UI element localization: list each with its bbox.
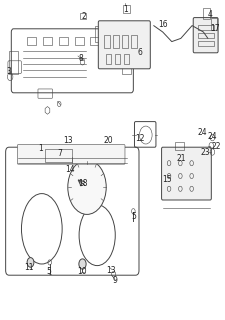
Text: 16: 16 bbox=[157, 20, 167, 29]
Bar bbox=[80, 13, 86, 19]
Bar bbox=[74, 37, 83, 45]
Bar bbox=[106, 54, 110, 64]
Bar bbox=[9, 51, 18, 74]
Text: 4: 4 bbox=[207, 10, 212, 19]
Circle shape bbox=[79, 259, 86, 269]
Bar bbox=[124, 54, 128, 64]
Circle shape bbox=[27, 258, 34, 267]
Bar bbox=[197, 33, 213, 38]
Bar bbox=[112, 35, 118, 48]
Bar bbox=[45, 149, 72, 162]
FancyBboxPatch shape bbox=[98, 21, 150, 69]
Text: 17: 17 bbox=[209, 24, 219, 33]
Text: 2: 2 bbox=[81, 12, 86, 21]
Text: 13: 13 bbox=[63, 136, 72, 145]
Bar bbox=[174, 142, 183, 150]
Text: 11: 11 bbox=[25, 263, 34, 272]
Text: 5: 5 bbox=[131, 212, 136, 221]
Bar bbox=[202, 8, 209, 19]
Text: 13: 13 bbox=[106, 266, 115, 275]
Text: 24: 24 bbox=[207, 132, 216, 141]
Text: 14: 14 bbox=[65, 165, 74, 174]
Text: 15: 15 bbox=[162, 175, 171, 184]
Bar bbox=[122, 51, 130, 74]
Text: 22: 22 bbox=[210, 142, 220, 151]
Bar bbox=[115, 54, 119, 64]
Text: 20: 20 bbox=[103, 136, 113, 145]
Text: 6: 6 bbox=[137, 48, 142, 57]
Bar bbox=[104, 35, 109, 48]
FancyBboxPatch shape bbox=[192, 18, 217, 53]
Bar bbox=[90, 37, 99, 45]
Bar bbox=[210, 18, 216, 30]
Bar bbox=[94, 26, 117, 42]
Text: 10: 10 bbox=[77, 267, 86, 276]
FancyBboxPatch shape bbox=[17, 145, 124, 164]
Text: 1: 1 bbox=[122, 5, 127, 14]
Text: 21: 21 bbox=[175, 154, 185, 163]
Bar bbox=[130, 35, 136, 48]
FancyBboxPatch shape bbox=[161, 147, 210, 200]
Circle shape bbox=[68, 160, 106, 214]
Text: 12: 12 bbox=[134, 134, 144, 143]
Text: 5: 5 bbox=[47, 267, 52, 276]
Text: 1: 1 bbox=[38, 144, 43, 153]
Text: 8: 8 bbox=[79, 54, 83, 63]
Bar bbox=[123, 5, 129, 13]
Bar bbox=[58, 37, 68, 45]
Bar bbox=[197, 25, 213, 30]
Bar bbox=[197, 41, 213, 46]
Text: 23: 23 bbox=[200, 148, 209, 157]
Text: 24: 24 bbox=[197, 128, 206, 137]
Text: 7: 7 bbox=[57, 149, 62, 158]
Bar bbox=[27, 37, 36, 45]
Text: 3: 3 bbox=[7, 67, 11, 76]
Text: 9: 9 bbox=[112, 276, 117, 285]
Bar bbox=[43, 37, 52, 45]
Text: 18: 18 bbox=[77, 179, 87, 188]
Bar bbox=[122, 35, 127, 48]
